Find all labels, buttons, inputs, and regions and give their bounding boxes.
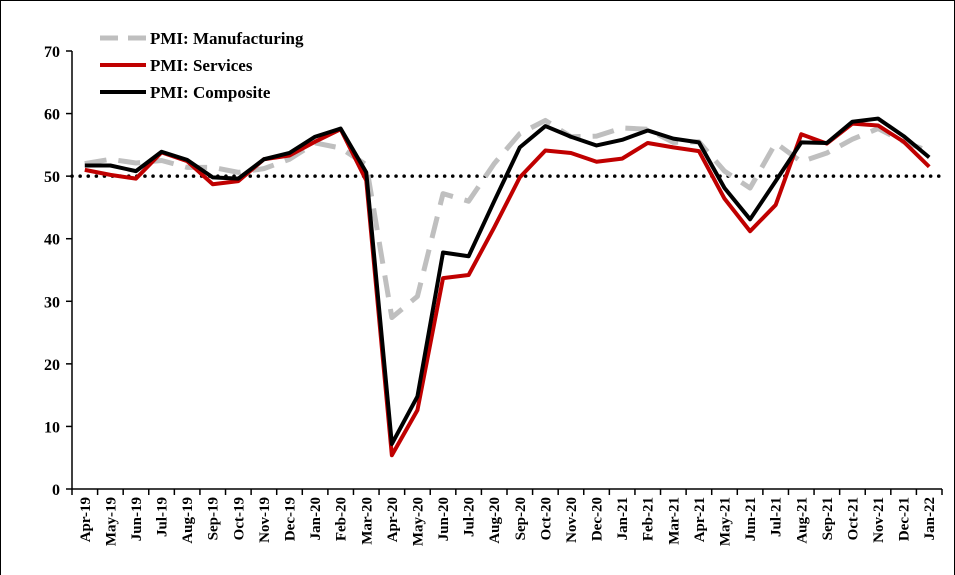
- legend-label: PMI: Manufacturing: [150, 29, 304, 48]
- x-tick-label: Oct-21: [845, 497, 861, 540]
- y-tick-label: 10: [44, 419, 60, 436]
- y-tick-label: 0: [52, 482, 60, 499]
- x-tick-label: Dec-19: [283, 497, 299, 541]
- x-tick-label: Jan-20: [308, 497, 324, 540]
- x-tick-label: Aug-21: [794, 497, 810, 544]
- x-tick-label: Jul-21: [769, 497, 785, 537]
- line-2: [84, 116, 931, 446]
- x-tick-label: Oct-20: [538, 497, 554, 540]
- x-tick-label: Aug-20: [487, 497, 503, 544]
- x-tick-label: Apr-20: [385, 497, 401, 542]
- x-tick-label: Nov-19: [257, 497, 273, 543]
- x-tick-label: Apr-21: [692, 497, 708, 542]
- x-tick-label: May-21: [718, 497, 734, 546]
- x-tick-label: Dec-21: [897, 497, 913, 541]
- x-tick-label: Nov-21: [871, 497, 887, 543]
- x-tick-label: Jun-20: [436, 497, 452, 541]
- x-tick-label: Jan-21: [615, 497, 631, 540]
- x-tick-label: Jan-22: [922, 497, 938, 540]
- x-tick-label: Apr-19: [78, 497, 94, 542]
- line-0: [84, 117, 931, 321]
- x-tick-label: Feb-21: [641, 497, 657, 541]
- y-tick-label: 60: [44, 107, 60, 124]
- x-tick-label: Sep-19: [206, 497, 222, 540]
- y-tick-label: 30: [44, 294, 60, 311]
- x-tick-label: Jul-20: [462, 497, 478, 537]
- x-tick-label: Mar-21: [666, 497, 682, 545]
- x-tick-label: May-20: [410, 497, 426, 546]
- x-tick-label: Jun-19: [129, 497, 145, 541]
- x-tick-label: Sep-20: [513, 497, 529, 540]
- x-tick-label: Jul-19: [155, 497, 171, 537]
- x-tick-label: Nov-20: [564, 497, 580, 543]
- legend-label: PMI: Services: [150, 56, 253, 75]
- y-tick-label: 50: [44, 169, 60, 186]
- x-tick-label: Aug-19: [180, 497, 196, 544]
- x-tick-label: Jun-21: [743, 497, 759, 541]
- legend-label: PMI: Composite: [150, 83, 271, 102]
- x-tick-label: Sep-21: [820, 497, 836, 540]
- y-tick-label: 40: [44, 232, 60, 249]
- x-tick-label: Dec-20: [590, 497, 606, 541]
- x-tick-label: Feb-20: [334, 497, 350, 541]
- y-tick-label: 70: [44, 44, 60, 61]
- x-tick-label: May-19: [103, 497, 119, 546]
- x-tick-label: Oct-19: [231, 497, 247, 540]
- line-1: [84, 121, 931, 458]
- y-tick-label: 20: [44, 357, 60, 374]
- x-tick-label: Mar-20: [359, 497, 375, 545]
